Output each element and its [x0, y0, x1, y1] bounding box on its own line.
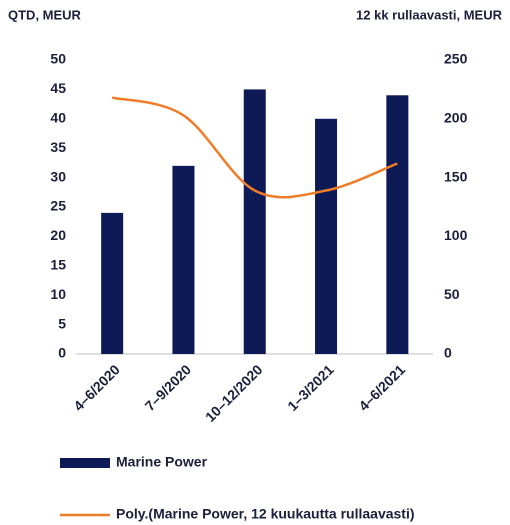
bar [101, 212, 124, 354]
x-tick-label: 7–9/2020 [142, 361, 195, 414]
y-tick-label: 20 [50, 227, 66, 243]
x-tick-label: 10–12/2020 [202, 361, 266, 425]
y-tick-label: 45 [50, 80, 66, 96]
y-tick-label: 5 [58, 315, 66, 331]
y2-tick-label: 150 [444, 168, 468, 184]
y-axis-title: QTD, MEUR [8, 7, 82, 22]
bar [243, 89, 266, 355]
y-tick-label: 15 [50, 257, 66, 273]
x-tick-label: 4–6/2021 [355, 361, 408, 414]
bar [172, 165, 195, 354]
y-tick-label: 10 [50, 286, 66, 302]
bar [386, 95, 409, 354]
bar [315, 118, 338, 354]
y-tick-label: 50 [50, 51, 66, 67]
legend-swatch [60, 458, 110, 468]
x-tick-label: 4–6/2020 [70, 361, 123, 414]
trend-line [111, 96, 398, 199]
y2-tick-label: 200 [444, 110, 468, 126]
y-tick-label: 40 [50, 110, 66, 126]
y2-axis-title: 12 kk rullaavasti, MEUR [356, 7, 503, 22]
legend-label: Marine Power [116, 454, 208, 470]
x-tick-label: 1–3/2021 [284, 361, 337, 414]
y-tick-label: 25 [50, 198, 66, 214]
y-tick-label: 30 [50, 168, 66, 184]
y2-tick-label: 250 [444, 51, 468, 67]
y2-tick-label: 50 [444, 286, 460, 302]
y-tick-label: 0 [58, 345, 66, 361]
y2-tick-label: 0 [444, 345, 452, 361]
y-tick-label: 35 [50, 139, 66, 155]
y2-tick-label: 100 [444, 227, 468, 243]
legend-label: Poly.(Marine Power, 12 kuukautta rullaav… [116, 506, 415, 522]
